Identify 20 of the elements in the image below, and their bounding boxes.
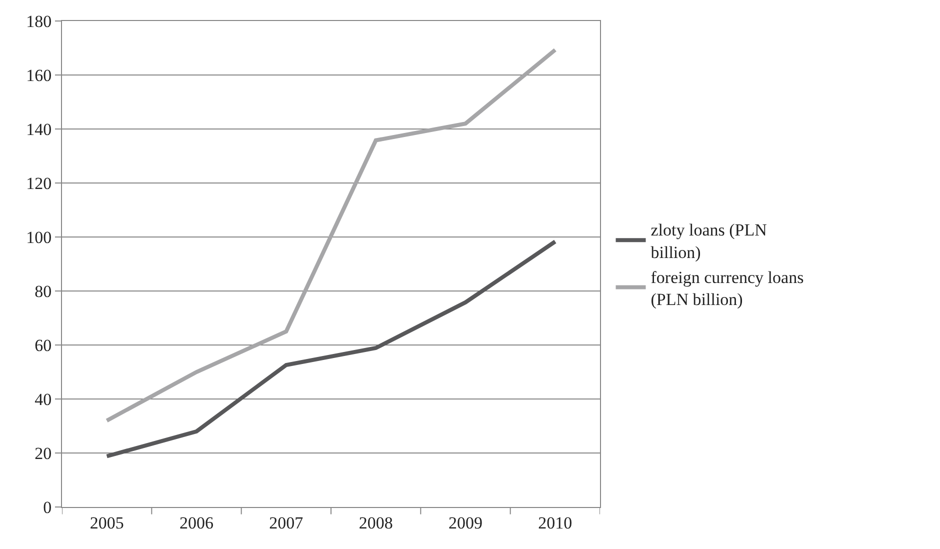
x-tick-label: 2007 — [269, 513, 304, 532]
line-series — [104, 240, 558, 458]
y-tick-label: 60 — [34, 336, 52, 355]
y-tick-label: 180 — [26, 12, 52, 31]
x-tick-label: 2008 — [358, 513, 393, 532]
x-tick-label: 2006 — [180, 513, 214, 532]
x-tick-label: 2005 — [90, 513, 124, 532]
line-series — [104, 48, 558, 423]
y-tick-label: 20 — [34, 444, 52, 463]
y-tick-label: 120 — [26, 174, 52, 193]
y-tick-label: 0 — [43, 498, 52, 517]
x-tick-label: 2009 — [448, 513, 482, 532]
x-tick-label: 2010 — [538, 513, 572, 532]
legend-label: foreign currency loans (PLN billion) — [650, 268, 804, 309]
y-tick-label: 80 — [34, 282, 52, 301]
y-tick-label: 140 — [26, 120, 52, 139]
y-tick-label: 40 — [34, 390, 52, 409]
y-tick-label: 160 — [26, 66, 52, 85]
y-tick-label: 100 — [26, 228, 52, 247]
legend-label: zloty loans (PLN billion) — [650, 220, 767, 262]
